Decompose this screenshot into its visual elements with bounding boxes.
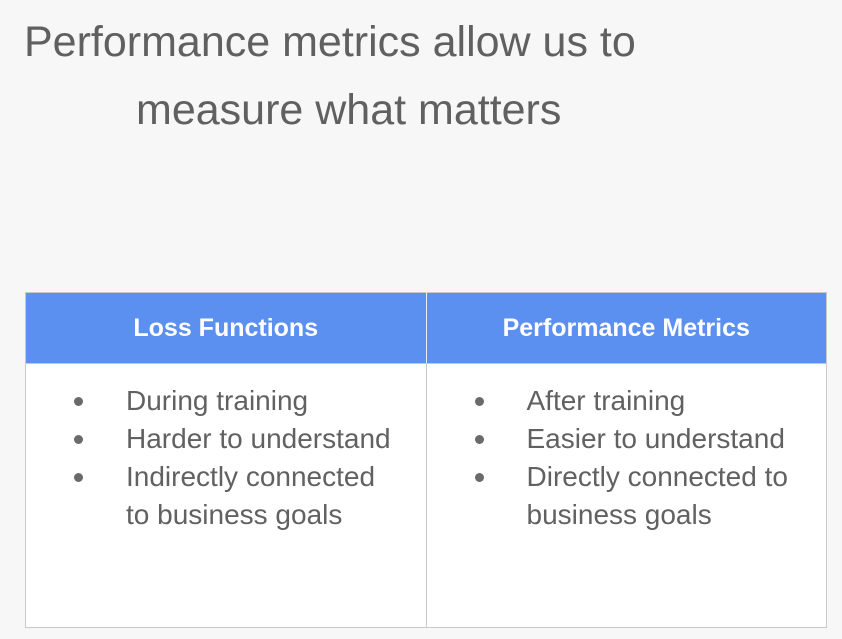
performance-metrics-list: After training Easier to understand Dire… <box>427 382 827 534</box>
title-line-2: measure what matters <box>136 86 562 134</box>
column-header-loss-functions: Loss Functions <box>25 292 427 364</box>
list-item-text: During training <box>126 385 309 416</box>
list-item-text: Indirectly connected to business goals <box>126 461 376 530</box>
title-line-1: Performance metrics allow us to <box>24 18 636 66</box>
list-item-text: Harder to understand <box>126 423 391 454</box>
performance-metrics-cell: After training Easier to understand Dire… <box>425 363 827 628</box>
loss-functions-cell: During training Harder to understand Ind… <box>25 363 427 628</box>
list-item: Harder to understand <box>26 420 426 458</box>
bullet-icon <box>74 397 83 406</box>
bullet-icon <box>74 435 83 444</box>
comparison-table: Loss Functions Performance Metrics Durin… <box>25 292 827 628</box>
bullet-icon <box>474 435 484 444</box>
list-item: Indirectly connected to business goals <box>26 458 426 534</box>
list-item: After training <box>427 382 827 420</box>
bullet-icon <box>474 473 484 482</box>
list-item: During training <box>26 382 426 420</box>
list-item-text: Easier to understand <box>526 423 785 454</box>
list-item: Directly connected to business goals <box>427 458 827 534</box>
slide-title: Performance metrics allow us to measure … <box>0 12 842 140</box>
bullet-icon <box>474 397 484 406</box>
table-row: During training Harder to understand Ind… <box>25 363 827 628</box>
loss-functions-list: During training Harder to understand Ind… <box>26 382 426 534</box>
list-item-text: Directly connected to business goals <box>526 461 788 530</box>
column-header-performance-metrics: Performance Metrics <box>425 292 827 364</box>
list-item-text: After training <box>526 385 686 416</box>
list-item: Easier to understand <box>427 420 827 458</box>
table-header-row: Loss Functions Performance Metrics <box>25 292 827 364</box>
bullet-icon <box>74 473 83 482</box>
